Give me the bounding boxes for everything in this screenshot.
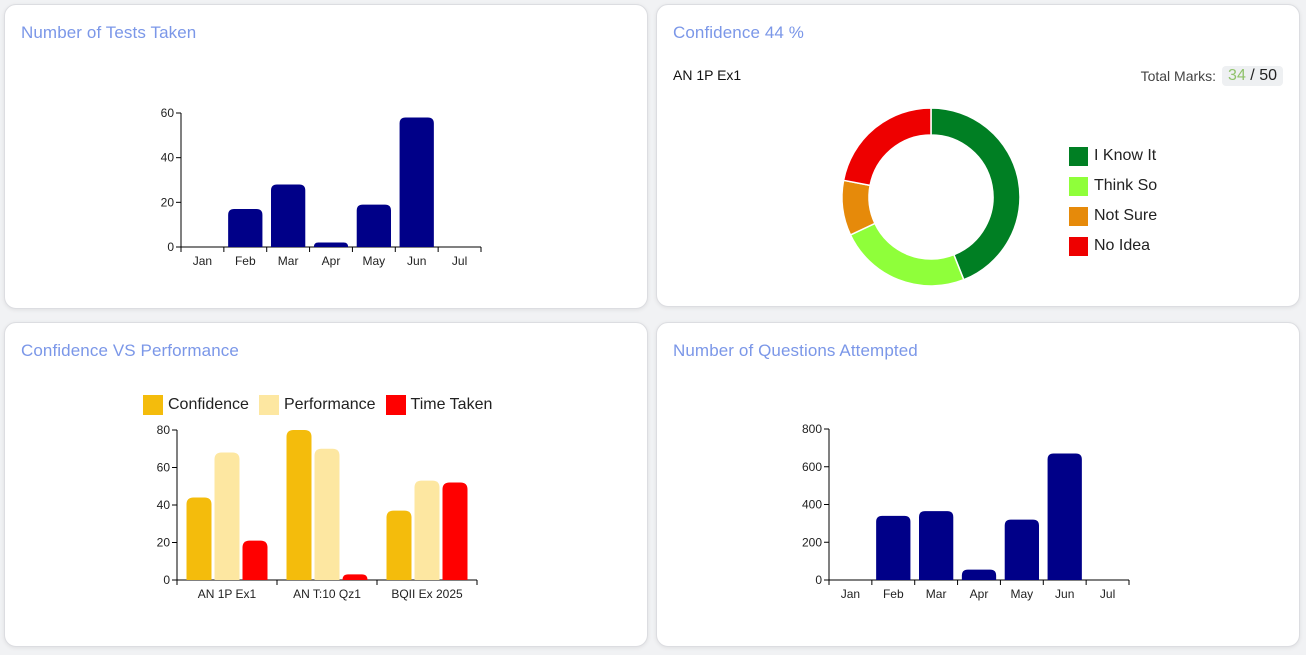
x-tick-label: AN T:10 Qz1 bbox=[293, 587, 361, 601]
bar bbox=[1004, 519, 1039, 580]
bar bbox=[356, 204, 391, 247]
x-tick-label: Feb bbox=[235, 254, 256, 268]
bar-performance bbox=[214, 452, 240, 580]
y-tick-label: 60 bbox=[161, 106, 175, 120]
legend-label: Time Taken bbox=[410, 396, 493, 413]
bar bbox=[919, 511, 954, 580]
total-marks-label: Total Marks: bbox=[1140, 68, 1217, 84]
x-tick-label: Jun bbox=[1055, 587, 1074, 601]
legend-label: Performance bbox=[283, 396, 376, 413]
legend-item-confidence[interactable]: Confidence bbox=[143, 395, 249, 415]
bar-confidence bbox=[286, 430, 312, 580]
x-tick-label: AN 1P Ex1 bbox=[198, 587, 257, 601]
bar-time-taken bbox=[442, 482, 468, 580]
legend-swatch-think-so bbox=[1069, 176, 1088, 196]
bar-confidence bbox=[386, 510, 412, 580]
y-tick-label: 20 bbox=[161, 195, 175, 209]
y-tick-label: 80 bbox=[157, 423, 171, 437]
bar-time-taken bbox=[242, 540, 268, 580]
legend-item-performance[interactable]: Performance bbox=[258, 395, 376, 415]
y-tick-label: 0 bbox=[163, 573, 170, 587]
x-tick-label: Jun bbox=[407, 254, 426, 268]
x-tick-label: Mar bbox=[926, 587, 947, 601]
donut-slice-no-idea bbox=[842, 107, 932, 187]
donut-slice-think-so bbox=[849, 222, 965, 287]
x-tick-label: Jul bbox=[1100, 587, 1115, 601]
y-tick-label: 600 bbox=[802, 460, 822, 474]
legend-item-think-so[interactable]: Think So bbox=[1069, 171, 1157, 201]
legend-item-know-it[interactable]: I Know It bbox=[1069, 141, 1157, 171]
y-tick-label: 60 bbox=[157, 461, 171, 475]
bar-confidence bbox=[186, 497, 212, 580]
x-tick-label: Apr bbox=[970, 587, 989, 601]
x-tick-label: Jul bbox=[452, 254, 467, 268]
cvp-legend: Confidence Performance Time Taken bbox=[143, 395, 502, 415]
legend-item-not-sure[interactable]: Not Sure bbox=[1069, 201, 1157, 231]
legend-label: Think So bbox=[1094, 177, 1158, 194]
legend-swatch-performance bbox=[258, 395, 279, 415]
y-tick-label: 0 bbox=[167, 240, 174, 254]
bar bbox=[1047, 453, 1082, 580]
cvp-title: Confidence VS Performance bbox=[21, 341, 239, 360]
legend-label: Not Sure bbox=[1094, 207, 1158, 224]
bar bbox=[399, 117, 434, 247]
marks-max: 50 bbox=[1259, 67, 1277, 84]
legend-swatch-time-taken bbox=[385, 395, 406, 415]
x-tick-label: Jan bbox=[841, 587, 860, 601]
y-tick-label: 40 bbox=[161, 151, 175, 165]
y-tick-label: 40 bbox=[157, 498, 171, 512]
confidence-vs-performance-card: Confidence VS Performance Confidence Per… bbox=[4, 322, 648, 647]
bar bbox=[271, 184, 306, 247]
confidence-card: Confidence 44 % AN 1P Ex1 Total Marks: 3… bbox=[656, 4, 1300, 307]
x-tick-label: BQII Ex 2025 bbox=[391, 587, 463, 601]
x-tick-label: May bbox=[363, 254, 386, 268]
y-tick-label: 0 bbox=[815, 573, 822, 587]
legend-swatch-no-idea bbox=[1069, 236, 1088, 256]
bar-performance bbox=[414, 480, 440, 580]
legend-item-no-idea[interactable]: No Idea bbox=[1069, 231, 1157, 261]
x-tick-label: Jan bbox=[193, 254, 212, 268]
bar-performance bbox=[314, 448, 340, 580]
legend-label: Confidence bbox=[168, 396, 249, 413]
marks-score: 34 bbox=[1228, 67, 1246, 84]
legend-item-time-taken[interactable]: Time Taken bbox=[385, 395, 493, 415]
confidence-title: Confidence 44 % bbox=[673, 23, 804, 42]
legend-label: I Know It bbox=[1094, 147, 1157, 164]
marks-badge: 34 / 50 bbox=[1222, 66, 1283, 86]
tests-taken-chart: 0 20 40 60 Jan Feb Mar Apr May Jun Jul bbox=[161, 106, 482, 268]
confidence-donut-chart bbox=[841, 107, 1021, 287]
total-marks: Total Marks: 34 / 50 bbox=[1141, 66, 1283, 86]
bar bbox=[876, 515, 911, 580]
x-tick-label: Mar bbox=[278, 254, 299, 268]
legend-swatch-know-it bbox=[1069, 146, 1088, 166]
donut-slice-i-know-it bbox=[930, 107, 1021, 281]
y-tick-label: 20 bbox=[157, 536, 171, 550]
marks-separator: / bbox=[1250, 67, 1255, 84]
bar bbox=[961, 569, 997, 580]
questions-attempted-title: Number of Questions Attempted bbox=[673, 341, 918, 360]
y-tick-label: 200 bbox=[802, 535, 822, 549]
bar bbox=[313, 242, 349, 247]
legend-swatch-not-sure bbox=[1069, 206, 1088, 226]
confidence-legend: I Know It Think So Not Sure No Idea bbox=[1069, 141, 1157, 261]
test-name: AN 1P Ex1 bbox=[673, 67, 742, 83]
legend-swatch-confidence bbox=[143, 395, 163, 415]
y-tick-label: 800 bbox=[802, 422, 822, 436]
x-tick-label: May bbox=[1011, 587, 1034, 601]
y-tick-label: 400 bbox=[802, 498, 822, 512]
questions-attempted-card: Number of Questions Attempted 0 200 400 600… bbox=[656, 322, 1300, 647]
x-tick-label: Feb bbox=[883, 587, 904, 601]
bar bbox=[228, 209, 263, 247]
legend-label: No Idea bbox=[1094, 237, 1151, 254]
questions-attempted-chart: 0 200 400 600 800 Jan Feb Mar Apr May Jun Jul bbox=[802, 422, 1130, 601]
tests-taken-title: Number of Tests Taken bbox=[21, 23, 197, 42]
x-tick-label: Apr bbox=[322, 254, 341, 268]
bar-time-taken bbox=[342, 574, 368, 580]
tests-taken-card: Number of Tests Taken 0 20 40 60 Jan Feb Mar Ap… bbox=[4, 4, 648, 309]
cvp-chart: 0 20 40 60 80 AN 1P Ex1 AN T:10 Qz1 BQII Ex 202… bbox=[157, 423, 478, 601]
